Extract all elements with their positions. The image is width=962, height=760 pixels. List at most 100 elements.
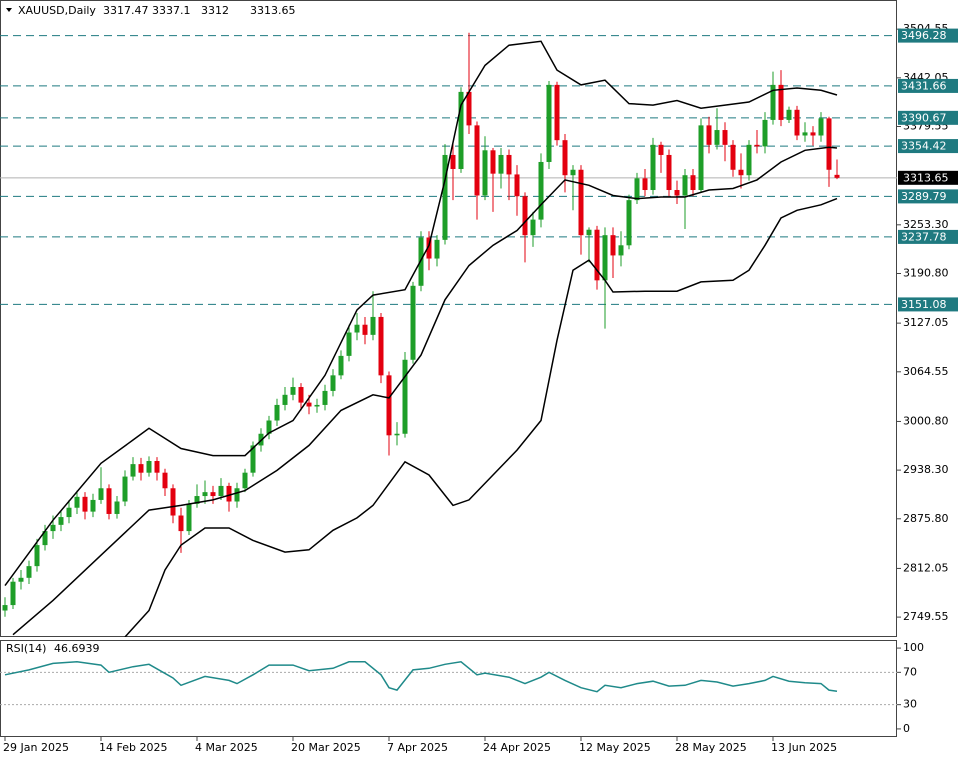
close-value: 3313.65 (250, 4, 296, 17)
candle-body (762, 119, 768, 147)
x-tick-label: 20 Mar 2025 (291, 741, 361, 754)
candle-body (666, 154, 672, 191)
candle-body (490, 150, 496, 174)
rsi-tick-label: 70 (903, 665, 917, 678)
low-value: 3312 (201, 4, 229, 17)
candle-body (2, 605, 8, 611)
candle-body (546, 84, 552, 162)
y-tick-label: 3000.80 (903, 414, 949, 427)
candle-body (410, 285, 416, 360)
level-label: 3390.67 (901, 111, 947, 124)
collapse-icon[interactable] (6, 8, 12, 12)
candle-body (378, 316, 384, 376)
band-line (124, 197, 838, 637)
candle-body (210, 492, 216, 497)
candle-body (250, 445, 256, 473)
candle-body (282, 394, 288, 405)
rsi-tick-label: 100 (903, 641, 924, 654)
candle-body (450, 154, 456, 169)
candle-body (290, 387, 296, 395)
candle-body (834, 174, 840, 178)
y-tick-label: 2812.05 (903, 561, 949, 574)
candle-body (362, 324, 368, 335)
candle-body (730, 144, 736, 170)
level-label: 3496.28 (901, 29, 947, 42)
candle-body (602, 235, 608, 281)
candle-body (394, 433, 400, 436)
candle-body (218, 485, 224, 497)
level-label-box (898, 78, 958, 93)
level-label: 3151.08 (901, 298, 947, 311)
candle-body (386, 375, 392, 436)
candle-body (90, 499, 96, 512)
rsi-value: 46.6939 (54, 642, 100, 655)
candle-body (706, 125, 712, 145)
candle-body (778, 84, 784, 120)
candle-body (754, 144, 760, 147)
candle-body (202, 492, 208, 497)
candle-body (178, 515, 184, 532)
y-tick-label: 3253.30 (903, 218, 949, 231)
candle-body (802, 132, 808, 136)
level-label-box (898, 229, 958, 244)
level-label: 3289.79 (901, 190, 947, 203)
candle-body (154, 461, 160, 473)
symbol: XAUUSD,Daily (18, 4, 96, 17)
x-tick-label: 14 Feb 2025 (99, 741, 167, 754)
candle-body (330, 375, 336, 391)
candle-body (442, 154, 448, 240)
candle-body (746, 144, 752, 176)
price-label-box (898, 170, 958, 185)
rsi-pane (0, 640, 897, 737)
candle-body (474, 125, 480, 196)
candle-body (786, 109, 792, 120)
candle-body (570, 169, 576, 176)
y-tick-label: 3064.55 (903, 365, 949, 378)
candle-body (314, 404, 320, 407)
band-line (12, 146, 838, 636)
grid-layer (0, 35, 897, 305)
candle-body (658, 144, 664, 155)
level-label-box (898, 110, 958, 125)
candle-body (554, 84, 560, 141)
candle-body (650, 144, 656, 191)
x-tick-label: 4 Mar 2025 (195, 741, 258, 754)
candle-body (466, 91, 472, 126)
candle-body (674, 190, 680, 196)
candle-body (58, 517, 64, 525)
y-tick-label: 3127.05 (903, 316, 949, 329)
candle-body (770, 84, 776, 120)
candle-body (586, 229, 592, 236)
x-tick-label: 24 Apr 2025 (483, 741, 551, 754)
candle-body (194, 496, 200, 504)
candle-body (826, 118, 832, 170)
candle-body (594, 229, 600, 281)
candle-body (74, 496, 80, 508)
candle-body (130, 464, 136, 477)
candle-body (698, 125, 704, 191)
candle-body (226, 485, 232, 502)
price-label: 3313.65 (903, 171, 949, 184)
main-pane (0, 0, 897, 637)
candle-body (714, 130, 720, 145)
axis-layer: 3504.553442.053379.553253.303190.803127.… (3, 22, 958, 754)
candle-body (722, 130, 728, 145)
candle-body (682, 175, 688, 196)
candle-body (482, 150, 488, 196)
candle-body (338, 355, 344, 376)
candle-body (458, 91, 464, 169)
rsi-tick-label: 30 (903, 698, 917, 711)
candle-body (562, 140, 568, 176)
open-value: 3317.47 (103, 4, 149, 17)
candle-body (538, 161, 544, 220)
band-line (4, 40, 838, 587)
candle-body (690, 175, 696, 191)
candle-body (106, 488, 112, 514)
candle-body (42, 531, 48, 546)
candle-body (186, 503, 192, 532)
candle-body (242, 472, 248, 489)
candle-body (50, 524, 56, 532)
rsi-tick-label: 0 (903, 722, 910, 735)
candle-body (426, 237, 432, 259)
candle-body (122, 476, 128, 502)
